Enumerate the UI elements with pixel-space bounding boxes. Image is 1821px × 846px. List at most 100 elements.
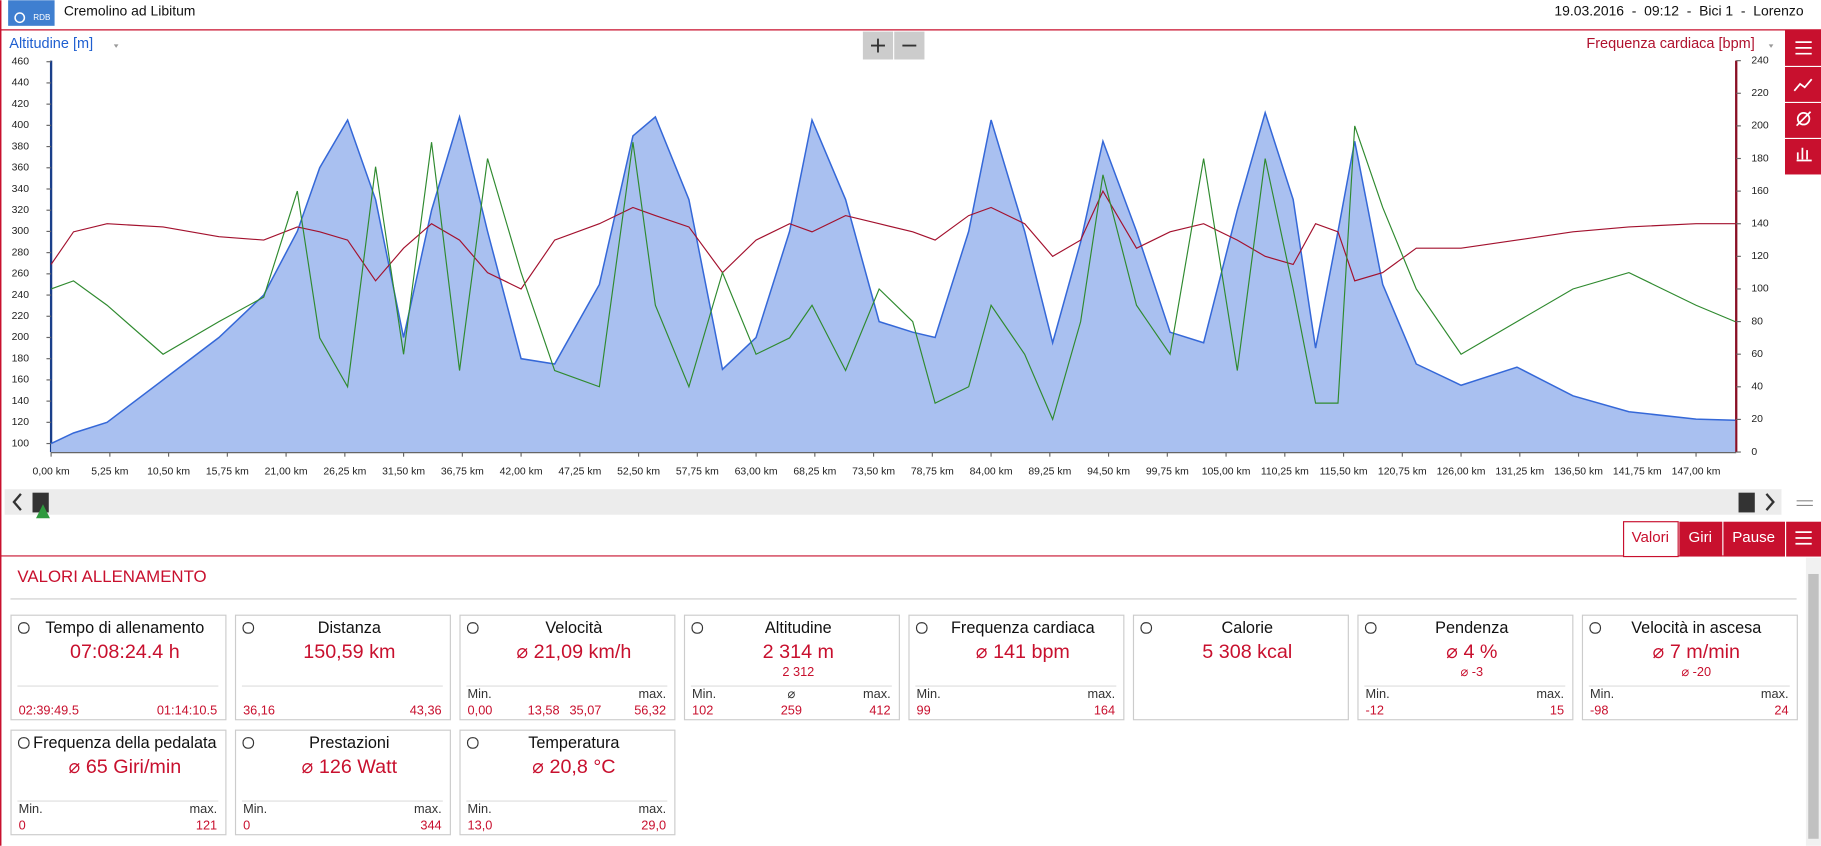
tab-label[interactable]: Valori [1632, 529, 1669, 546]
card-foot-label: ⌀ [788, 686, 796, 701]
y-tick-label: 420 [12, 99, 30, 110]
card-icon [466, 622, 479, 634]
logo-icon [14, 12, 26, 24]
card-foot-value: 29,0 [641, 817, 666, 832]
y2-tick-label: 20 [1751, 414, 1763, 425]
y2-tick-label: 0 [1751, 447, 1757, 458]
x-tick-label: 131,25 km [1495, 467, 1544, 478]
card-foot-label: max. [1761, 686, 1789, 701]
scroll-handle[interactable] [1738, 492, 1755, 513]
y-tick-label: 100 [12, 438, 30, 449]
card-foot-value: 412 [869, 702, 890, 717]
x-tick-label: 0,00 km [33, 467, 70, 478]
y-tick-label: 340 [12, 184, 30, 195]
tab-active[interactable] [1622, 521, 1679, 558]
y-tick-label: 220 [12, 311, 30, 322]
scrollbar-thumb[interactable] [1808, 573, 1819, 839]
card-foot-label: max. [638, 801, 666, 816]
card-title: Distanza [318, 619, 382, 637]
y-tick-label: 200 [12, 332, 30, 343]
card-foot-value: 121 [196, 817, 217, 832]
scroll-left[interactable] [12, 493, 22, 511]
y-tick-label: 360 [12, 163, 30, 174]
x-tick-label: 99,75 km [1146, 467, 1189, 478]
x-tick-label: 110,25 km [1261, 467, 1309, 478]
card-foot-value: -98 [1590, 702, 1608, 717]
card-foot-value: -12 [1366, 702, 1384, 717]
card-title: Calorie [1222, 619, 1273, 637]
card-foot-label: max. [414, 801, 442, 816]
card-value: 07:08:24.4 h [70, 641, 180, 663]
card-title: Pendenza [1435, 619, 1509, 637]
x-tick-label: 52,50 km [617, 467, 660, 478]
card-title: Frequenza cardiaca [951, 619, 1096, 637]
y2-tick-label: 160 [1751, 186, 1769, 197]
series-area [51, 112, 1736, 453]
card-foot-label: max. [863, 686, 891, 701]
x-tick-label: 84,00 km [970, 467, 1013, 478]
card-foot-value: 36,16 [243, 702, 275, 717]
x-tick-label: 36,75 km [441, 467, 484, 478]
tab-menu[interactable] [1786, 521, 1821, 557]
range-scroller[interactable] [4, 489, 1782, 515]
x-tick-label: 47,25 km [558, 467, 601, 478]
y2-tick-label: 180 [1751, 153, 1769, 164]
drag-icon[interactable] [1796, 500, 1813, 507]
stat-card [1357, 614, 1574, 721]
card-foot-label: Min. [243, 801, 267, 816]
tab-label[interactable]: Giri [1688, 529, 1711, 546]
y2-axis-label[interactable]: Frequenza cardiaca [bpm] [1586, 36, 1754, 52]
y-tick-label: 320 [12, 205, 30, 216]
scroll-handle[interactable] [32, 492, 49, 513]
card-foot-value: 0 [19, 817, 26, 832]
card-foot-label: Min. [1366, 686, 1390, 701]
plus-icon [871, 38, 885, 53]
stat-card [908, 614, 1125, 721]
card-foot-value: 99 [917, 702, 931, 717]
card-foot-label: max. [190, 801, 218, 816]
stat-card [10, 614, 227, 721]
scroll-marker [36, 504, 50, 519]
card-foot-label: Min. [1590, 686, 1614, 701]
series-line [50, 110, 1736, 445]
card-foot-value: 0 [243, 817, 250, 832]
x-tick-label: 15,75 km [206, 467, 249, 478]
y-tick-label: 280 [12, 247, 30, 258]
x-tick-label: 5,25 km [91, 467, 128, 478]
x-tick-label: 136,50 km [1554, 467, 1603, 478]
y-axis-label[interactable]: Altitudine [m] [9, 36, 93, 52]
card-icon [1140, 622, 1153, 634]
stat-card [234, 729, 451, 836]
x-tick-label: 57,75 km [676, 467, 719, 478]
series-line [50, 189, 1736, 290]
card-icon [691, 622, 704, 634]
card-title: Velocità [545, 619, 603, 637]
card-value: 2 314 m [763, 641, 834, 663]
card-title: Tempo di allenamento [45, 619, 204, 637]
y-tick-label: 140 [12, 396, 30, 407]
tab[interactable] [1723, 521, 1785, 557]
section-title: VALORI ALLENAMENTO [17, 567, 206, 586]
scroll-right[interactable] [1765, 493, 1775, 511]
card-foot-value: 15 [1550, 702, 1564, 717]
card-value: ⌀ 4 % [1446, 641, 1497, 663]
y-tick-label: 180 [12, 353, 30, 364]
toolbar-icons[interactable] [1793, 41, 1813, 162]
card-icon [1589, 622, 1602, 634]
x-tick-label: 89,25 km [1028, 467, 1071, 478]
stat-card [10, 729, 227, 836]
card-foot-value: 01:14:10.5 [157, 702, 217, 717]
card-foot-value: 13,58 [528, 702, 560, 717]
x-tick-label: 73,50 km [852, 467, 895, 478]
tab[interactable] [1679, 521, 1723, 557]
cards: Tempo di allenamento 07:08:24.4 h 02:39:49… [10, 614, 1798, 836]
y-tick-label: 260 [12, 269, 30, 280]
card-icon [18, 737, 30, 749]
dropdown-arrow[interactable] [113, 44, 119, 48]
x-tick-label: 147,00 km [1672, 467, 1721, 478]
plot: 1001201401601802002202402602803003203403… [12, 55, 1769, 477]
x-tick-label: 126,00 km [1437, 467, 1486, 478]
tab-label[interactable]: Pause [1732, 529, 1775, 546]
y-tick-label: 120 [12, 417, 30, 428]
dropdown-arrow[interactable] [1768, 44, 1774, 48]
